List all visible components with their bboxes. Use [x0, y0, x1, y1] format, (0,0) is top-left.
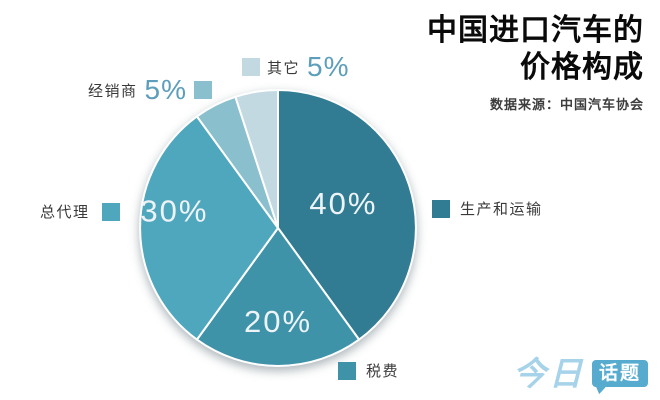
logo-bubble-huati: 话题: [591, 360, 648, 395]
logo-text-jinri: 今日: [512, 355, 585, 392]
legend-swatch-qita: [242, 58, 260, 76]
pie-inside-label-1: 20%: [244, 304, 312, 339]
pie-slice-0: [277, 89, 417, 341]
chart-header: 中国进口汽车的 价格构成 数据来源：中国汽车协会: [427, 12, 644, 113]
label-shengchan-yunshu-name: 生产和运输: [460, 201, 543, 218]
label-jingxiaoshang-name: 经销商: [88, 82, 138, 100]
jinri-huati-logo: 今日 话题: [512, 355, 648, 395]
data-source-note: 数据来源：中国汽车协会: [489, 97, 644, 112]
pie-inside-label-2: 30%: [140, 194, 208, 229]
label-shuifei: 税费: [338, 360, 399, 381]
legend-swatch-shengchan-yunshu: [432, 199, 450, 218]
label-zongdaili-name: 总代理: [40, 204, 90, 221]
label-jingxiaoshang: 经销商 5%: [88, 76, 212, 104]
pie-slices: [139, 89, 417, 367]
label-qita: 其它 5%: [242, 53, 349, 81]
chart-title-line1: 中国进口汽车的: [427, 14, 644, 47]
label-qita-name: 其它: [267, 59, 301, 77]
logo-text-huati: 话题: [598, 363, 641, 384]
legend-swatch-shuifei: [338, 361, 356, 380]
label-shuifei-name: 税费: [366, 363, 400, 380]
legend-swatch-zongdaili: [101, 202, 120, 221]
label-shengchan-yunshu: 生产和运输: [432, 198, 543, 219]
legend-swatch-jingxiaoshang: [193, 81, 212, 99]
pie-slice-4: [234, 89, 279, 229]
label-zongdaili: 总代理: [40, 201, 120, 222]
pie-slice-1: [195, 227, 361, 367]
label-qita-value: 5%: [307, 51, 350, 82]
pie-slice-2: [139, 115, 279, 341]
pie-inside-labels: 40% 20% 30%: [140, 186, 377, 339]
label-jingxiaoshang-value: 5%: [144, 74, 187, 105]
chart-title-line2: 价格构成: [520, 51, 644, 84]
pie-inside-label-0: 40%: [309, 186, 377, 221]
